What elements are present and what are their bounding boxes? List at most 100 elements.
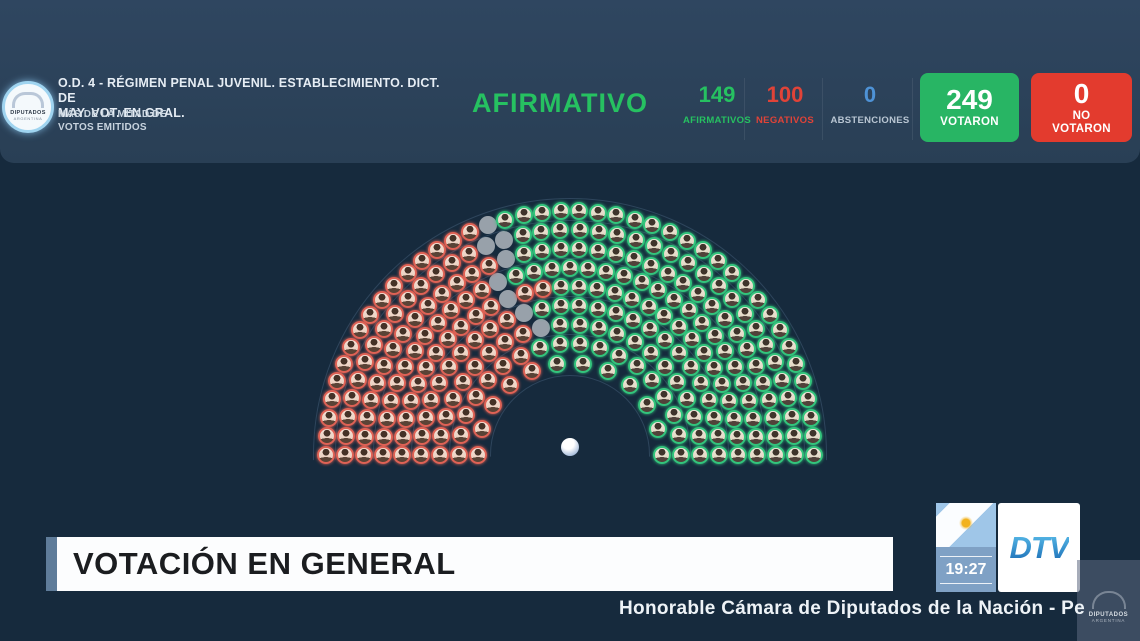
seat-afirmativo xyxy=(621,376,640,395)
seat-negativo xyxy=(482,297,501,316)
seat-negativo xyxy=(481,320,500,339)
watermark-title: DIPUTADOS xyxy=(1088,612,1129,618)
seat-negativo xyxy=(339,407,358,426)
seat-afirmativo xyxy=(530,339,549,358)
seat-negativo xyxy=(375,356,394,375)
seat-negativo xyxy=(413,251,432,270)
seat-afirmativo xyxy=(759,391,778,410)
seat-negativo xyxy=(516,284,535,303)
seat-negativo xyxy=(394,324,413,343)
seat-negativo xyxy=(385,304,404,323)
seat-afirmativo xyxy=(782,407,801,426)
no-votaron-count: 0 xyxy=(1073,77,1090,109)
seat-afirmativo xyxy=(674,274,693,293)
seat-afirmativo xyxy=(757,336,776,355)
seat-negativo xyxy=(342,337,361,356)
seat-negativo xyxy=(317,446,335,464)
seat-afirmativo xyxy=(705,327,724,346)
seat-afirmativo xyxy=(551,202,570,221)
seat-negativo xyxy=(513,324,532,343)
seat-afirmativo xyxy=(773,371,792,390)
seat-negativo xyxy=(368,373,387,392)
seat-afirmativo xyxy=(678,254,697,273)
seat-afirmativo xyxy=(737,340,756,359)
stat-divider xyxy=(744,78,745,140)
seat-negativo xyxy=(382,391,401,410)
seat-afirmativo xyxy=(626,230,645,249)
seat-afirmativo xyxy=(533,203,552,222)
seat-afirmativo xyxy=(624,311,643,330)
seat-afirmativo xyxy=(649,281,668,300)
seat-negativo xyxy=(417,359,436,378)
diputados-logo: DIPUTADOS ARGENTINA xyxy=(2,81,54,133)
seat-afirmativo xyxy=(639,297,658,316)
seat-afirmativo xyxy=(656,357,675,376)
seat-ausente xyxy=(489,273,508,292)
seat-negativo xyxy=(323,390,342,409)
seat-afirmativo xyxy=(644,237,663,256)
seat-afirmativo xyxy=(625,210,644,229)
seat-negativo xyxy=(466,331,485,350)
seat-negativo xyxy=(385,276,404,295)
seat-afirmativo xyxy=(597,262,616,281)
seat-negativo xyxy=(393,446,411,464)
seat-afirmativo xyxy=(689,426,708,445)
seat-afirmativo xyxy=(736,276,755,295)
negativos-count: 100 xyxy=(766,82,804,107)
seat-negativo xyxy=(362,391,381,410)
seat-afirmativo xyxy=(655,331,674,350)
seat-afirmativo xyxy=(570,316,589,335)
seat-afirmativo xyxy=(641,256,660,275)
clock-time: 19:27 xyxy=(939,555,993,584)
seat-afirmativo xyxy=(640,320,659,339)
seat-afirmativo xyxy=(716,310,735,329)
seat-ausente xyxy=(495,230,514,249)
seat-afirmativo xyxy=(574,354,593,373)
seat-afirmativo xyxy=(632,273,651,292)
seat-afirmativo xyxy=(588,280,607,299)
seat-afirmativo xyxy=(767,446,785,464)
no-votaron-label: NO VOTARON xyxy=(1052,109,1111,135)
seat-negativo xyxy=(497,311,516,330)
seat-negativo xyxy=(466,306,485,325)
seat-ausente xyxy=(498,289,517,308)
votaron-label: VOTARON xyxy=(940,116,999,128)
seat-negativo xyxy=(412,446,430,464)
seat-afirmativo xyxy=(723,263,742,282)
seat-negativo xyxy=(396,357,415,376)
stat-divider xyxy=(822,78,823,140)
seat-negativo xyxy=(452,317,471,336)
seat-afirmativo xyxy=(747,427,766,446)
seat-negativo xyxy=(522,362,541,381)
seat-afirmativo xyxy=(746,356,765,375)
seat-ausente xyxy=(532,319,551,338)
seat-negativo xyxy=(500,376,519,395)
seat-afirmativo xyxy=(682,330,701,349)
stat-abstenciones: 0 ABSTENCIONES xyxy=(826,84,914,127)
seat-afirmativo xyxy=(655,387,674,406)
seat-afirmativo xyxy=(787,354,806,373)
seat-afirmativo xyxy=(607,304,626,323)
seat-afirmativo xyxy=(627,357,646,376)
seat-ausente xyxy=(477,237,496,256)
seat-afirmativo xyxy=(606,245,625,264)
seat-afirmativo xyxy=(551,316,570,335)
seat-negativo xyxy=(472,281,491,300)
seat-afirmativo xyxy=(704,359,723,378)
seat-afirmativo xyxy=(693,313,712,332)
seat-afirmativo xyxy=(570,297,589,316)
seat-afirmativo xyxy=(653,446,671,464)
seat-afirmativo xyxy=(763,409,782,428)
seat-afirmativo xyxy=(693,241,712,260)
seat-negativo xyxy=(432,284,451,303)
seat-afirmativo xyxy=(669,344,688,362)
seat-negativo xyxy=(336,426,355,445)
seat-afirmativo xyxy=(607,206,626,225)
seat-afirmativo xyxy=(749,290,768,309)
seat-afirmativo xyxy=(579,259,598,278)
seat-afirmativo xyxy=(744,409,763,428)
seat-afirmativo xyxy=(570,240,589,259)
seat-afirmativo xyxy=(736,304,755,323)
seat-afirmativo xyxy=(662,245,681,264)
seat-negativo xyxy=(358,409,377,428)
